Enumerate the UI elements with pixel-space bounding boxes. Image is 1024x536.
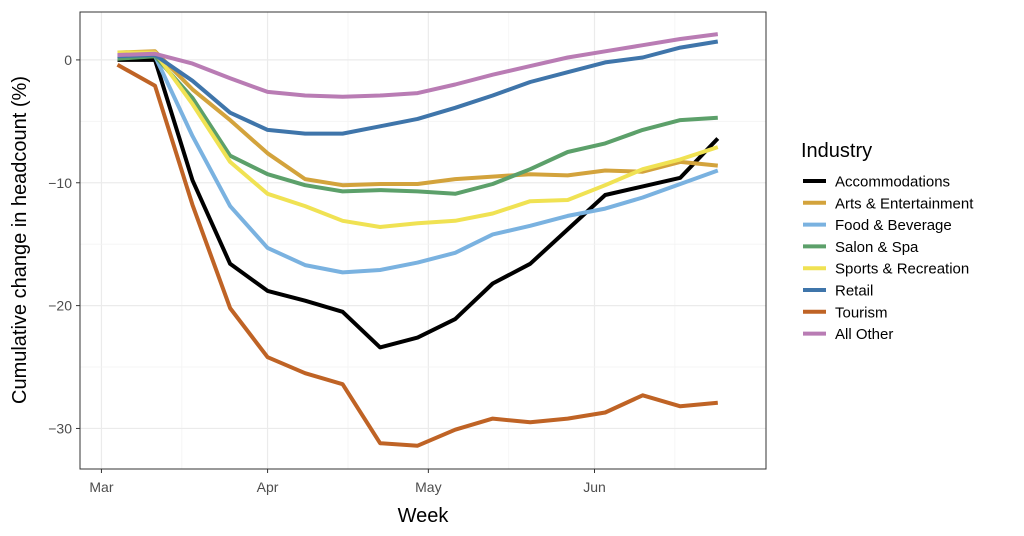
legend-label: Salon & Spa [835,239,919,256]
series-line-6 [116,63,718,448]
legend-label: Food & Beverage [835,217,952,234]
legend-label: Arts & Entertainment [835,195,974,212]
series-line-1 [117,49,718,188]
series-line-7 [117,32,719,99]
y-tick-label: −30 [48,420,72,436]
y-axis-title: Cumulative change in headcount (%) [9,76,31,404]
series-lines [116,32,720,448]
x-axis-title: Week [398,505,450,527]
x-tick-label: Apr [257,479,279,495]
y-axis: 0 −10 −20 −30 [48,52,80,436]
plot-panel [80,12,766,469]
legend-label: Retail [835,283,873,300]
legend-label: Accommodations [835,174,950,191]
series-line-2 [117,53,719,275]
plot-border [79,11,767,470]
legend-label: Tourism [835,304,888,321]
series-line-3 [117,54,718,196]
series-line-4 [117,50,719,229]
x-tick-label: Jun [583,479,606,495]
series-line-5 [117,39,719,136]
y-tick-label: −10 [48,175,72,191]
y-tick-label: 0 [64,52,72,68]
x-tick-label: Mar [89,479,113,495]
legend-title: Industry [801,140,872,162]
legend-label: All Other [835,326,893,343]
legend: Industry Accommodations Arts & Entertainm… [801,140,974,343]
x-axis: Mar Apr May Jun [89,469,606,495]
legend-label: Sports & Recreation [835,261,969,278]
x-tick-label: May [415,479,441,495]
series-line-0 [117,57,720,350]
y-tick-label: −20 [48,298,72,314]
